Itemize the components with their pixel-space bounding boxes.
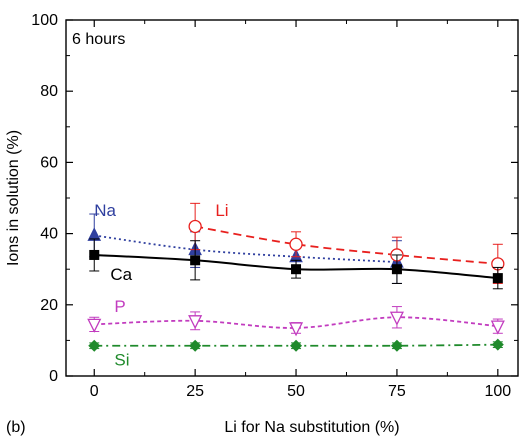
series-line [194, 225, 498, 265]
data-point [88, 339, 101, 352]
data-point [492, 273, 503, 284]
data-point [190, 255, 201, 266]
y-tick-label: 100 [31, 12, 58, 29]
series-na [87, 213, 404, 284]
x-tick-label: 0 [90, 383, 99, 400]
x-tick-label: 25 [186, 383, 204, 400]
series-label-si: Si [114, 350, 129, 369]
series-label-ca: Ca [110, 265, 132, 284]
y-tick-label: 80 [40, 83, 58, 100]
data-point [189, 339, 202, 352]
data-point [491, 338, 504, 351]
data-point [389, 311, 404, 326]
series-line [94, 316, 498, 329]
data-point [490, 320, 505, 335]
series-label-p: P [114, 297, 125, 316]
data-point [391, 264, 402, 275]
series-si [88, 338, 504, 352]
x-tick-label: 100 [484, 383, 511, 400]
series-ca [89, 238, 503, 290]
data-point [87, 318, 102, 333]
axis-ticks: 0 25 50 75 100 0 20 40 60 80 100 [31, 12, 518, 400]
data-point [89, 249, 100, 260]
y-tick-label: 60 [40, 154, 58, 171]
series-labels: Na Li Ca P Si [94, 201, 228, 370]
data-point [288, 322, 304, 337]
data-point [390, 339, 403, 352]
x-tick-label: 75 [388, 383, 406, 400]
y-tick-label: 20 [40, 297, 58, 314]
y-axis-title: Ions in solution (%) [5, 130, 22, 266]
x-tick-label: 50 [287, 383, 305, 400]
annotation-label: 6 hours [72, 31, 125, 48]
data-point [291, 264, 302, 275]
series-li [188, 202, 505, 284]
data-point [188, 315, 203, 330]
y-tick-label: 40 [40, 226, 58, 243]
series-layer [87, 202, 505, 352]
series-label-li: Li [215, 201, 228, 220]
y-tick-label: 0 [49, 368, 58, 385]
data-point [289, 237, 303, 251]
data-point [188, 219, 202, 234]
series-label-na: Na [94, 201, 116, 220]
x-axis-title: Li for Na substitution (%) [224, 419, 399, 436]
data-point [290, 339, 303, 352]
panel-label: (b) [6, 419, 26, 436]
series-p [87, 306, 505, 337]
